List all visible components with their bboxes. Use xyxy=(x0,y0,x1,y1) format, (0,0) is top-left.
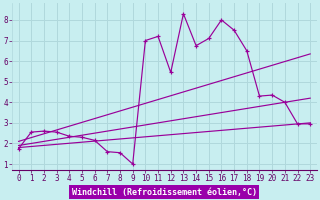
X-axis label: Windchill (Refroidissement éolien,°C): Windchill (Refroidissement éolien,°C) xyxy=(72,188,257,197)
